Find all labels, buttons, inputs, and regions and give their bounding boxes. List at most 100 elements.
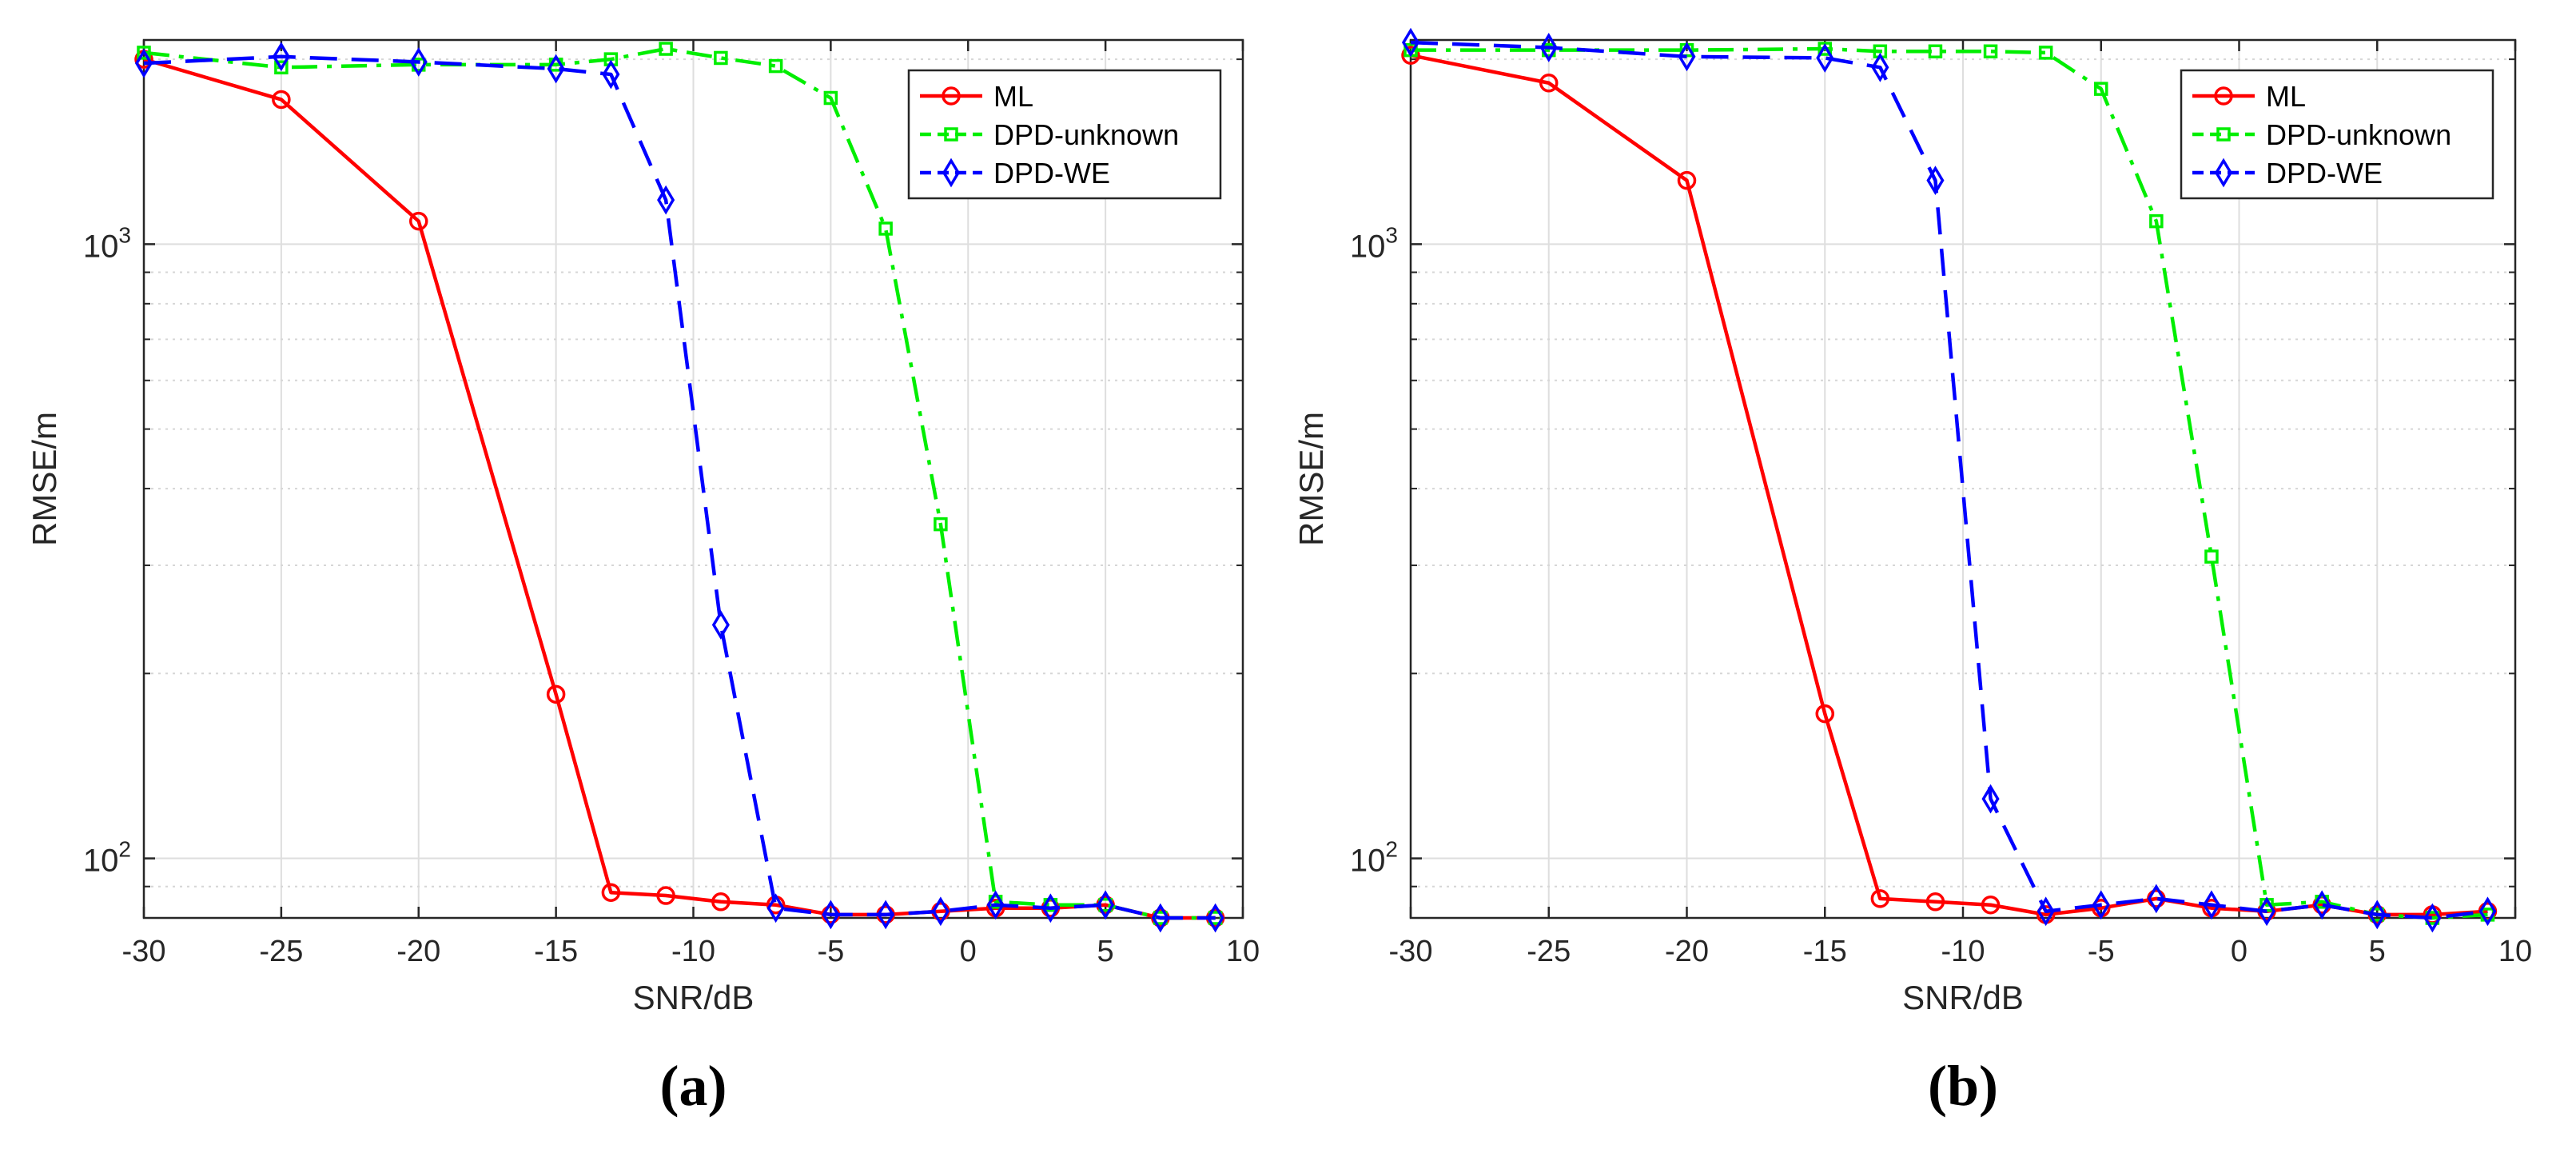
data-point-4 [1871, 52, 1889, 82]
data-point-10 [934, 517, 948, 532]
data-point-4 [602, 59, 620, 90]
data-point-7 [2037, 896, 2055, 927]
data-point-7 [2038, 46, 2053, 60]
data-point-8 [823, 90, 838, 106]
legend-label: ML [2266, 80, 2306, 113]
y-tick-exponent: 3 [1385, 222, 1398, 247]
y-tick-exponent: 2 [118, 837, 131, 862]
legend-item-1: DPD-unknown [920, 118, 1179, 151]
data-point-14 [2423, 903, 2442, 933]
legend-item-0: ML [2192, 80, 2306, 113]
data-point-6 [1981, 784, 2000, 814]
legend-item-0: ML [920, 80, 1033, 113]
x-tick-label: -15 [534, 935, 578, 968]
y-tick-label: 103 [83, 222, 131, 264]
legend-marker [2216, 127, 2231, 142]
data-point-5 [1926, 166, 1945, 196]
data-point-5 [659, 42, 673, 56]
y-axis-label: RMSE/m [26, 412, 63, 546]
y-tick-label: 103 [1350, 222, 1398, 264]
x-tick-label: 10 [2498, 935, 2532, 968]
legend-item-2: DPD-WE [920, 157, 1110, 190]
x-tick-label: -5 [2088, 935, 2115, 968]
data-point-2 [409, 211, 428, 231]
data-point-8 [2092, 890, 2110, 920]
data-point-5 [656, 886, 675, 905]
x-tick-label: -25 [259, 935, 303, 968]
x-tick-label: -25 [1527, 935, 1571, 968]
y-tick-exponent: 3 [118, 222, 131, 247]
x-tick-label: 0 [960, 935, 977, 968]
y-tick-base: 10 [83, 844, 119, 879]
legend-item-1: DPD-unknown [2192, 118, 2451, 151]
x-tick-label: 5 [2369, 935, 2386, 968]
data-point-9 [2149, 213, 2164, 229]
x-tick-label: -20 [1665, 935, 1709, 968]
legend-marker [2214, 158, 2233, 188]
data-point-0 [1401, 27, 1420, 58]
x-axis-label: SNR/dB [1902, 979, 2024, 1016]
data-point-11 [2258, 896, 2276, 927]
data-point-6 [1981, 895, 2001, 915]
data-point-3 [1818, 42, 1832, 56]
legend-marker [944, 127, 958, 142]
data-point-7 [768, 58, 783, 74]
data-point-10 [2204, 549, 2219, 564]
data-point-3 [1816, 43, 1834, 73]
data-point-2 [409, 47, 428, 77]
data-point-8 [2094, 82, 2108, 96]
series-line [143, 54, 1216, 920]
x-tick-label: -5 [817, 935, 844, 968]
x-tick-label: -10 [1941, 935, 1985, 968]
data-point-5 [1928, 44, 1943, 59]
data-point-1 [1539, 74, 1559, 93]
chart-panel-2: -30 -25 -20 -15 -10 -5 0 5 10102103SNR/dBRMSE/m(… [1292, 27, 2532, 1118]
legend-label: ML [993, 80, 1033, 113]
data-point-4 [601, 883, 621, 902]
y-tick-base: 10 [1350, 844, 1386, 879]
data-point-11 [986, 890, 1005, 920]
legend-label: DPD-WE [2266, 157, 2383, 190]
data-point-14 [1151, 903, 1169, 933]
legend: ML DPD-unknown DPD-WE [907, 69, 1222, 200]
data-point-6 [714, 50, 728, 66]
data-point-6 [1983, 44, 1998, 59]
x-tick-label: 0 [2231, 935, 2248, 968]
legend-marker [2214, 86, 2233, 106]
panel-label: (a) [660, 1054, 727, 1118]
data-point-4 [1870, 889, 1890, 908]
data-point-12 [2313, 890, 2331, 920]
data-point-8 [822, 900, 840, 930]
data-point-1 [1539, 33, 1558, 62]
x-axis: -30 -25 -20 -15 -10 -5 0 5 10 [1389, 40, 2532, 968]
x-axis: -30 -25 -20 -15 -10 -5 0 5 10 [122, 40, 1260, 968]
data-point-3 [547, 54, 565, 84]
data-point-9 [2147, 884, 2165, 914]
data-point-1 [272, 42, 290, 72]
data-point-9 [878, 221, 893, 236]
data-point-5 [1925, 892, 1945, 912]
x-tick-label: -30 [1389, 935, 1433, 968]
data-point-13 [1097, 890, 1115, 920]
grid [144, 40, 1243, 918]
data-point-0 [137, 46, 151, 60]
chart-panel-1: -30 -25 -20 -15 -10 -5 0 5 10102103SNR/dBRMSE/m(… [26, 38, 1260, 1118]
data-point-2 [1677, 170, 1697, 190]
data-point-2 [1678, 42, 1696, 72]
data-point-10 [2202, 890, 2220, 920]
y-tick-label: 102 [83, 837, 131, 879]
data-point-12 [1041, 893, 1060, 924]
legend-marker [942, 86, 961, 106]
series-dpd-we [134, 42, 1224, 933]
x-tick-label: -20 [396, 935, 440, 968]
data-point-15 [2478, 896, 2497, 927]
y-tick-base: 10 [1350, 229, 1386, 264]
data-point-0 [1401, 46, 1420, 65]
x-axis-label: SNR/dB [633, 979, 754, 1016]
x-tick-label: -10 [671, 935, 715, 968]
data-point-15 [1206, 903, 1224, 933]
legend-label: DPD-unknown [993, 118, 1179, 151]
x-tick-label: 10 [1226, 935, 1260, 968]
